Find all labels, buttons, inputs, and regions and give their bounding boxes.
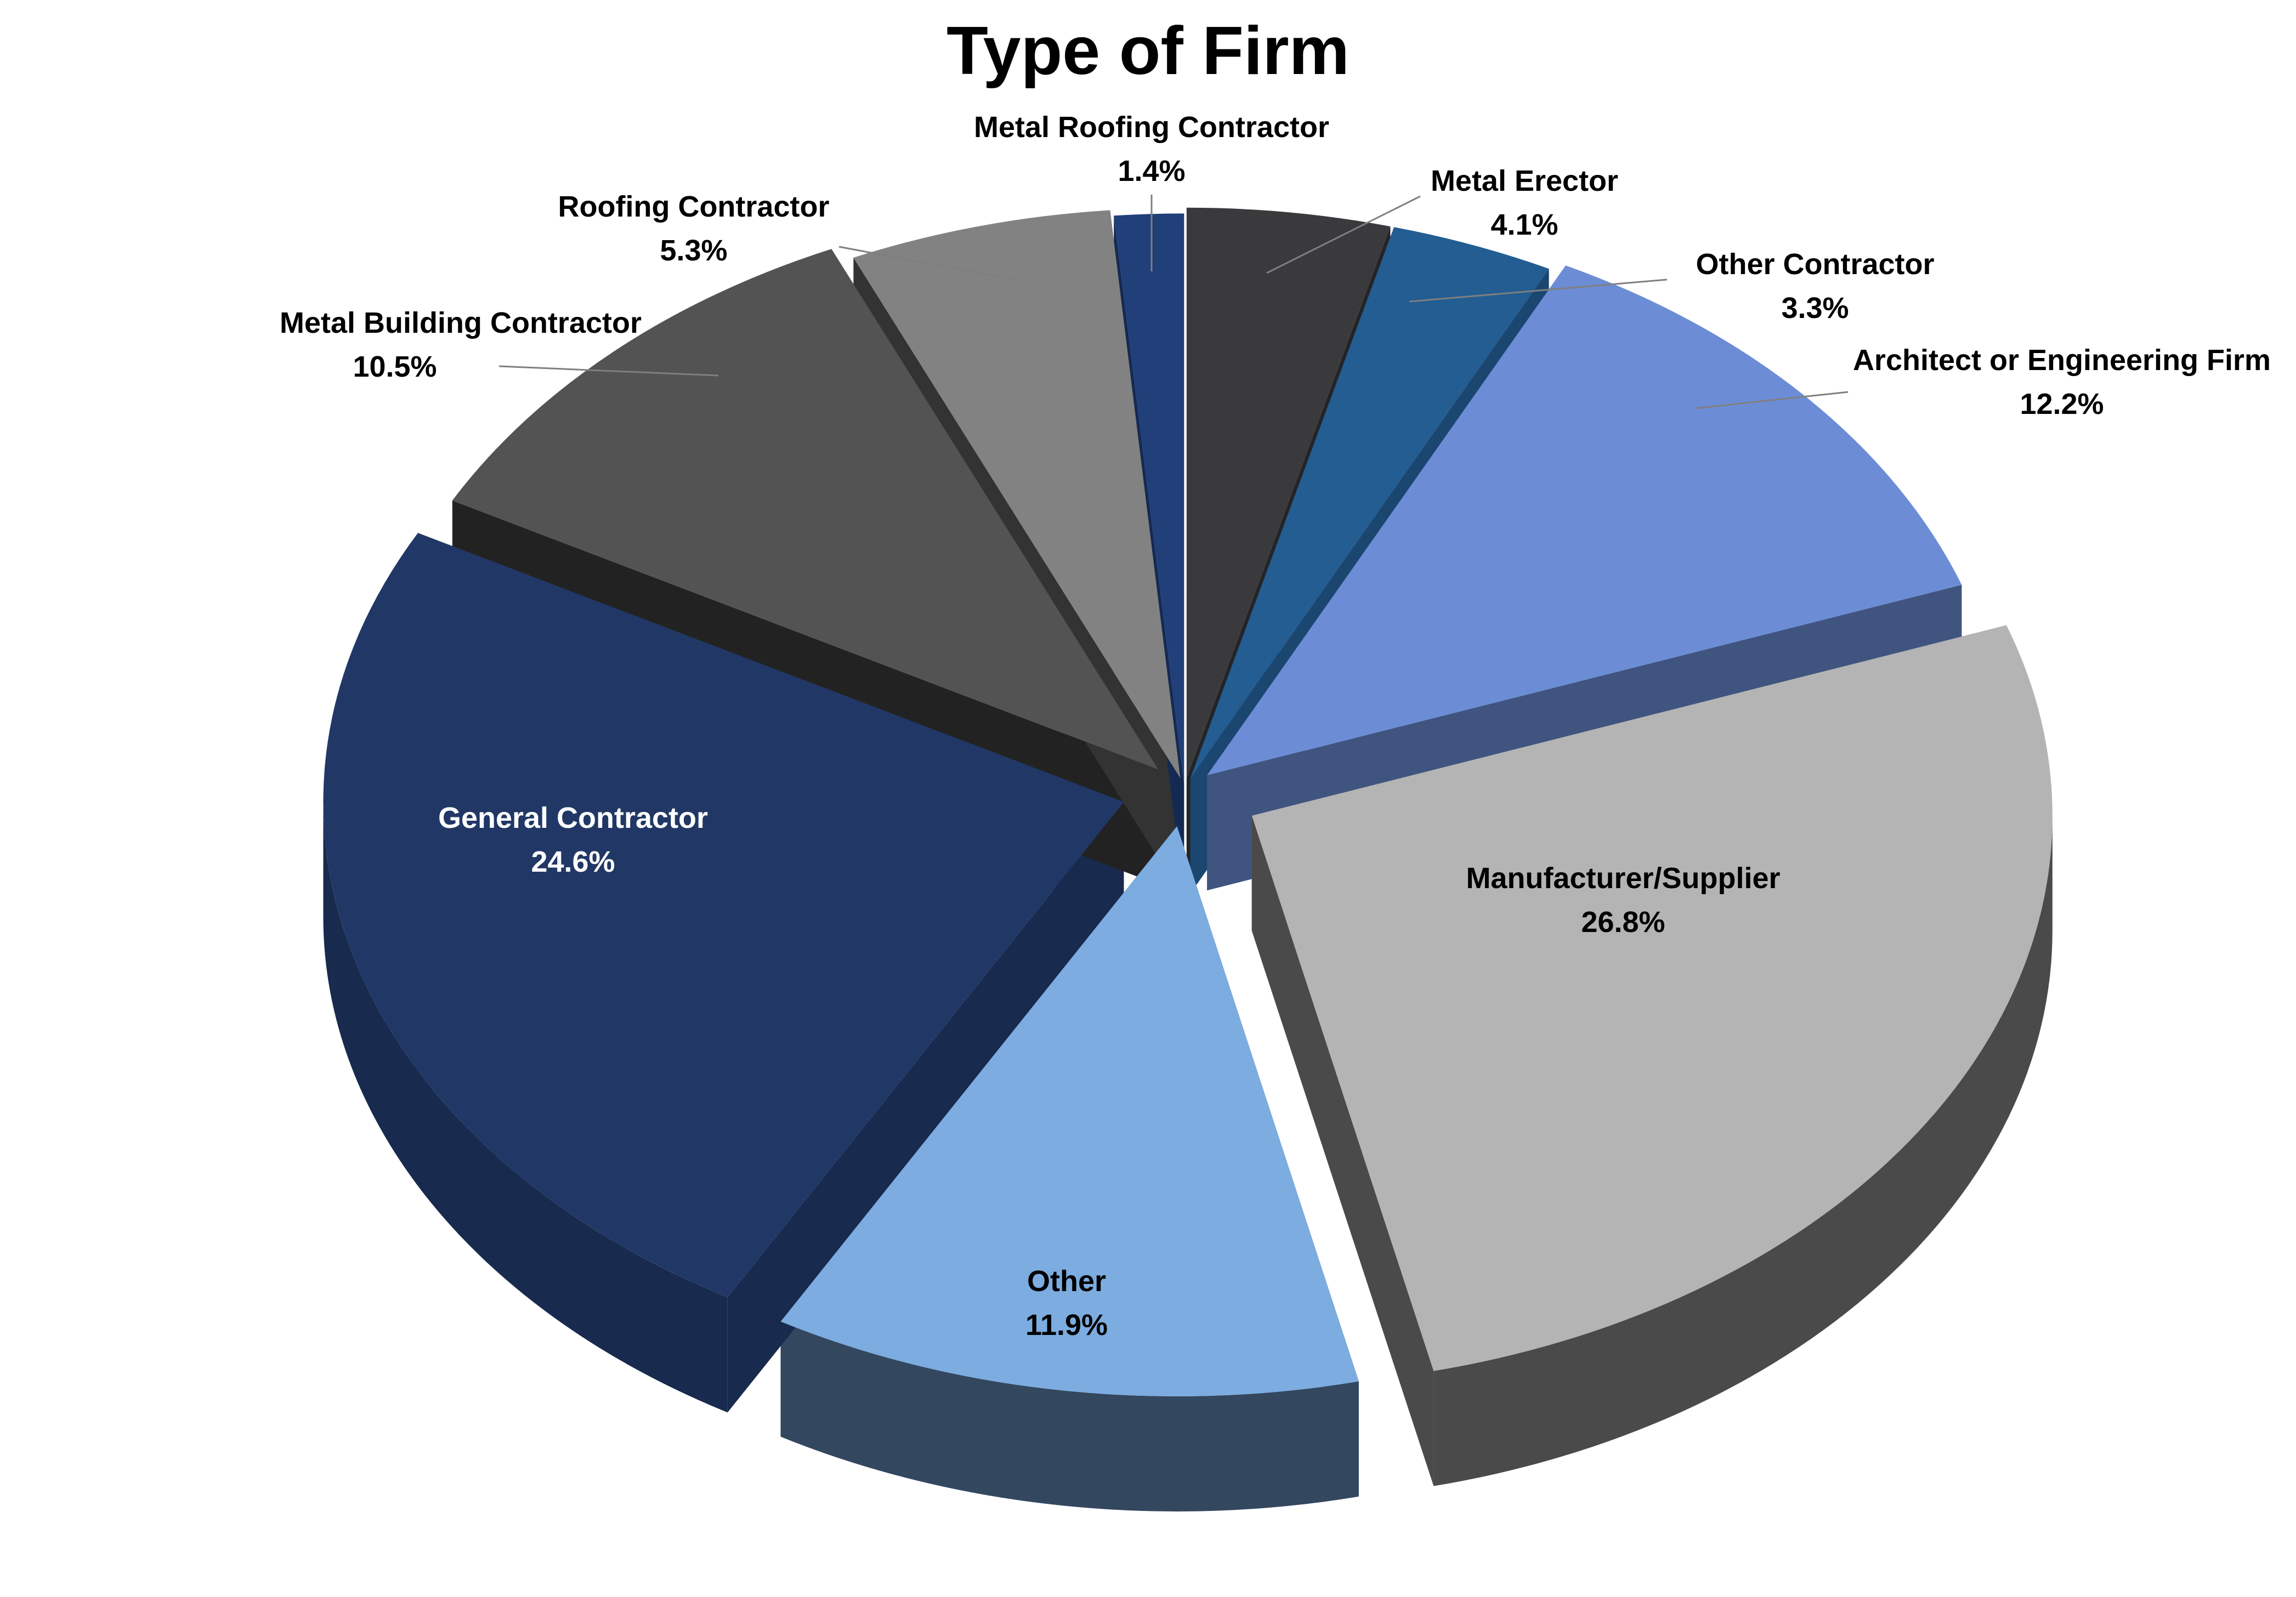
slice-value-metal-erector: 4.1%: [1490, 208, 1558, 241]
pie-slice-roofing-contractor[interactable]: [853, 210, 1181, 778]
pie-slice-other[interactable]: [780, 826, 1359, 1396]
slice-value-manufacturer-supplier: 26.8%: [1581, 906, 1665, 939]
pie-slice-metal-roofing-contractor[interactable]: [1114, 213, 1184, 784]
pie-slice-metal-erector[interactable]: [1186, 207, 1391, 778]
leader-line-metal-erector: [1266, 195, 1421, 274]
pie-slice-manufacturer-supplier[interactable]: [1251, 625, 2053, 1371]
slice-value-other-contractor: 3.3%: [1781, 292, 1849, 325]
slice-value-roofing-contractor: 5.3%: [660, 234, 727, 267]
chart-title: Type of Firm: [946, 13, 1350, 89]
slice-label-metal-erector: Metal Erector: [1431, 164, 1618, 197]
slice-value-general-contractor: 24.6%: [531, 845, 615, 878]
slice-label-manufacturer-supplier: Manufacturer/Supplier: [1466, 862, 1780, 895]
leader-line-architect-or-engineering-firm: [1694, 391, 1849, 410]
leader-line-other-contractor: [1409, 279, 1668, 303]
slice-label-architect-or-engineering-firm: Architect or Engineering Firm: [1853, 344, 2271, 377]
slice-value-other: 11.9%: [1025, 1309, 1108, 1342]
slice-value-metal-roofing-contractor: 1.4%: [1118, 155, 1185, 187]
slice-value-metal-building-contractor: 10.5%: [353, 350, 436, 383]
pie-slice-metal-building-contractor[interactable]: [452, 249, 1159, 770]
pie-slice-general-contractor[interactable]: [323, 533, 1124, 1298]
slice-value-architect-or-engineering-firm: 12.2%: [2020, 388, 2104, 420]
slice-side-manufacturer-supplier-end: [1251, 815, 1434, 1486]
slice-side-general-contractor-rim: [323, 802, 728, 1413]
slice-side-manufacturer-supplier-rim: [1433, 815, 2053, 1486]
slice-label-roofing-contractor: Roofing Contractor: [558, 190, 830, 223]
slice-side-other-rim: [780, 1321, 1359, 1511]
slice-side-general-contractor-start: [727, 802, 1124, 1413]
slice-label-general-contractor: General Contractor: [438, 802, 708, 834]
slice-label-other: Other: [1027, 1265, 1106, 1298]
pie-slice-other-contractor[interactable]: [1190, 227, 1549, 779]
slice-label-metal-roofing-contractor: Metal Roofing Contractor: [974, 111, 1329, 144]
pie-slice-architect-or-engineering-firm[interactable]: [1207, 265, 1962, 776]
leader-line-roofing-contractor: [838, 246, 1021, 282]
slice-label-other-contractor: Other Contractor: [1696, 248, 1934, 281]
leader-line-metal-building-contractor: [498, 365, 719, 377]
slice-label-metal-building-contractor: Metal Building Contractor: [280, 306, 642, 339]
